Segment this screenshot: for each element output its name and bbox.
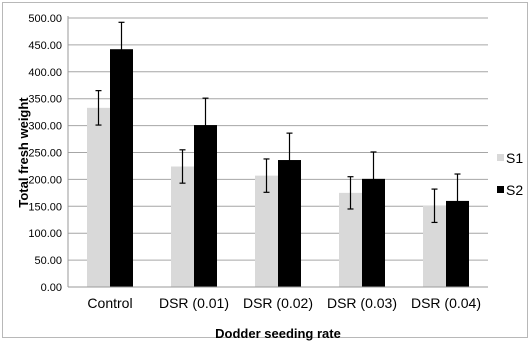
legend-label-s1: S1 [506, 150, 523, 166]
bars [87, 49, 469, 288]
bar-s2-4 [362, 178, 385, 287]
y-tick-label: 200.00 [28, 174, 62, 186]
gridlines [68, 17, 488, 261]
legend-swatch-s1 [497, 154, 504, 161]
x-tick-label: DSR (0.02) [243, 295, 313, 311]
bar-s2-3 [278, 160, 301, 287]
bar-s1-2 [171, 166, 194, 287]
y-tick-label: 400.00 [28, 67, 62, 79]
bar-s2-5 [446, 200, 469, 287]
y-tick-label: 100.00 [28, 228, 62, 240]
y-tick-label: 350.00 [28, 94, 62, 106]
y-tick-label: 450.00 [28, 40, 62, 52]
legend-swatch-s2 [497, 186, 504, 193]
y-tick-label: 500.00 [28, 13, 62, 25]
y-tick-labels: 0.00 50.00 100.00 150.00 200.00 250.00 300.00 3… [28, 13, 62, 294]
x-tick-labels: Control DSR (0.01) DSR (0.02) DSR (0.03) DSR… [87, 295, 481, 311]
bar-s2-1 [110, 49, 133, 288]
x-tick-label: DSR (0.03) [327, 295, 397, 311]
x-tick-label: Control [87, 295, 132, 311]
x-axis-title: Dodder seeding rate [215, 326, 341, 341]
bar-s1-1 [87, 107, 110, 287]
x-tick-label: DSR (0.01) [159, 295, 229, 311]
y-tick-label: 50.00 [34, 255, 62, 267]
bar-s1-3 [255, 175, 278, 287]
y-tick-label: 300.00 [28, 121, 62, 133]
bar-s2-2 [194, 125, 217, 287]
error-bars [95, 21, 461, 229]
y-tick-label: 0.00 [41, 282, 62, 294]
y-tick-label: 150.00 [28, 201, 62, 213]
bar-s1-4 [339, 192, 362, 287]
x-tick-label: DSR (0.04) [411, 295, 481, 311]
legend: S1 S2 [497, 150, 523, 198]
y-axis-title: Total fresh weight [16, 97, 31, 208]
y-tick-label: 250.00 [28, 148, 62, 160]
legend-label-s2: S2 [506, 182, 523, 198]
bar-s1-5 [423, 205, 446, 287]
